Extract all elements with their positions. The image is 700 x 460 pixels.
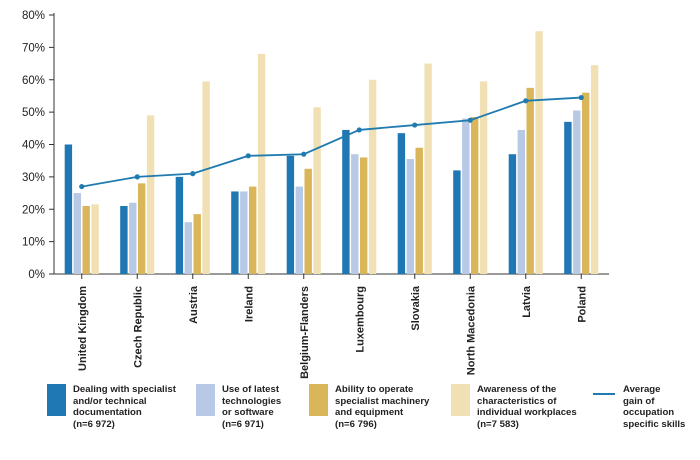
legend-swatch-documentation (47, 384, 66, 416)
bar-s4-2 (202, 81, 210, 275)
average-point-5 (356, 127, 362, 133)
bar-s3-3 (249, 186, 257, 274)
average-point-6 (412, 122, 418, 128)
bar-s2-3 (240, 191, 248, 274)
average-point-1 (134, 174, 140, 180)
x-tick-label: Belgium-Flanders (299, 286, 311, 379)
bar-s2-4 (295, 186, 303, 274)
legend-item-technologies: Use of latest technologies or software (… (196, 384, 281, 430)
average-point-2 (190, 171, 196, 177)
y-tick-label: 60% (22, 75, 45, 87)
legend-item-average: Average gain of occupation specific skil… (593, 384, 685, 430)
bar-s1-6 (397, 133, 406, 274)
bar-s3-0 (82, 206, 90, 274)
legend-item-documentation: Dealing with specialist and/or technical… (47, 384, 176, 430)
bar-s3-1 (138, 183, 146, 274)
bar-s1-3 (231, 191, 239, 274)
bar-s4-5 (368, 79, 377, 274)
bar-s1-7 (453, 170, 461, 274)
legend-label-workplaces: Awareness of the characteristics of indi… (477, 384, 577, 430)
bar-s2-2 (184, 222, 192, 274)
bar-s3-5 (360, 157, 368, 274)
x-tick-label: Ireland (243, 286, 255, 322)
bar-s1-9 (564, 121, 572, 275)
legend-swatch-technologies (196, 384, 215, 416)
average-point-4 (301, 151, 307, 157)
x-tick-label: Slovakia (410, 285, 422, 331)
bar-s2-8 (517, 129, 525, 274)
bar-s3-6 (415, 147, 423, 274)
average-point-8 (523, 98, 529, 104)
y-tick-label: 0% (28, 269, 45, 281)
y-tick-label: 30% (22, 172, 45, 184)
average-line (81, 96, 582, 188)
legend-swatch-workplaces (451, 384, 470, 416)
bar-s4-1 (146, 115, 155, 274)
bar-s4-6 (424, 63, 432, 274)
bar-s3-2 (193, 214, 201, 274)
legend-label-machinery: Ability to operate specialist machinery … (335, 384, 430, 430)
bar-s1-8 (508, 154, 517, 274)
bar-s3-7 (471, 116, 479, 274)
average-point-3 (245, 153, 251, 159)
bar-s4-9 (590, 65, 599, 275)
legend-swatch-average (593, 393, 615, 395)
legend-item-workplaces: Awareness of the characteristics of indi… (451, 384, 577, 430)
legend-swatch-machinery (309, 384, 328, 416)
bar-s4-7 (479, 81, 488, 275)
legend-label-average: Average gain of occupation specific skil… (623, 384, 686, 430)
bar-s3-8 (526, 87, 534, 274)
bar-s3-9 (582, 92, 590, 274)
x-tick-label: North Macedonia (465, 285, 477, 375)
legend: Dealing with specialist and/or technical… (0, 384, 700, 454)
y-tick-label: 20% (22, 204, 45, 216)
x-tick-label: Poland (576, 286, 588, 323)
bar-s2-7 (462, 118, 470, 274)
average-point-0 (79, 183, 85, 190)
bar-s2-6 (406, 159, 414, 274)
x-tick-label: United Kingdom (77, 286, 89, 371)
bar-s2-5 (351, 154, 359, 274)
bar-s1-1 (120, 206, 128, 274)
bar-s2-9 (573, 110, 581, 274)
bar-s4-8 (535, 31, 543, 274)
x-tick-label: Luxembourg (354, 286, 366, 353)
bar-s2-1 (129, 202, 137, 274)
x-tick-label: Czech Republic (132, 286, 144, 368)
bar-s1-5 (342, 129, 350, 274)
bar-s1-4 (286, 155, 295, 274)
average-point-7 (467, 117, 473, 123)
legend-label-technologies: Use of latest technologies or software (… (222, 384, 282, 430)
bar-s1-2 (175, 176, 184, 274)
bar-s4-4 (313, 107, 321, 274)
y-tick-label: 10% (22, 237, 45, 249)
y-tick-label: 40% (22, 140, 45, 152)
average-point-9 (578, 94, 584, 101)
x-tick-label: Latvia (521, 285, 533, 318)
y-tick-label: 70% (22, 42, 45, 54)
chart-plot: 0% 10% 20% 30% 40% 50% 60% 70% 80% United Kingdom… (22, 10, 609, 379)
bar-s4-3 (257, 53, 266, 274)
legend-label-documentation: Dealing with specialist and/or technical… (73, 384, 176, 430)
y-tick-label: 50% (22, 107, 45, 119)
bar-s3-4 (304, 168, 312, 274)
bar-s2-0 (73, 193, 81, 274)
legend-item-machinery: Ability to operate specialist machinery … (309, 384, 429, 430)
bar-s1-0 (64, 144, 73, 274)
bar-s4-0 (91, 204, 99, 274)
x-tick-label: Austria (188, 285, 200, 324)
y-tick-label: 80% (22, 10, 45, 22)
